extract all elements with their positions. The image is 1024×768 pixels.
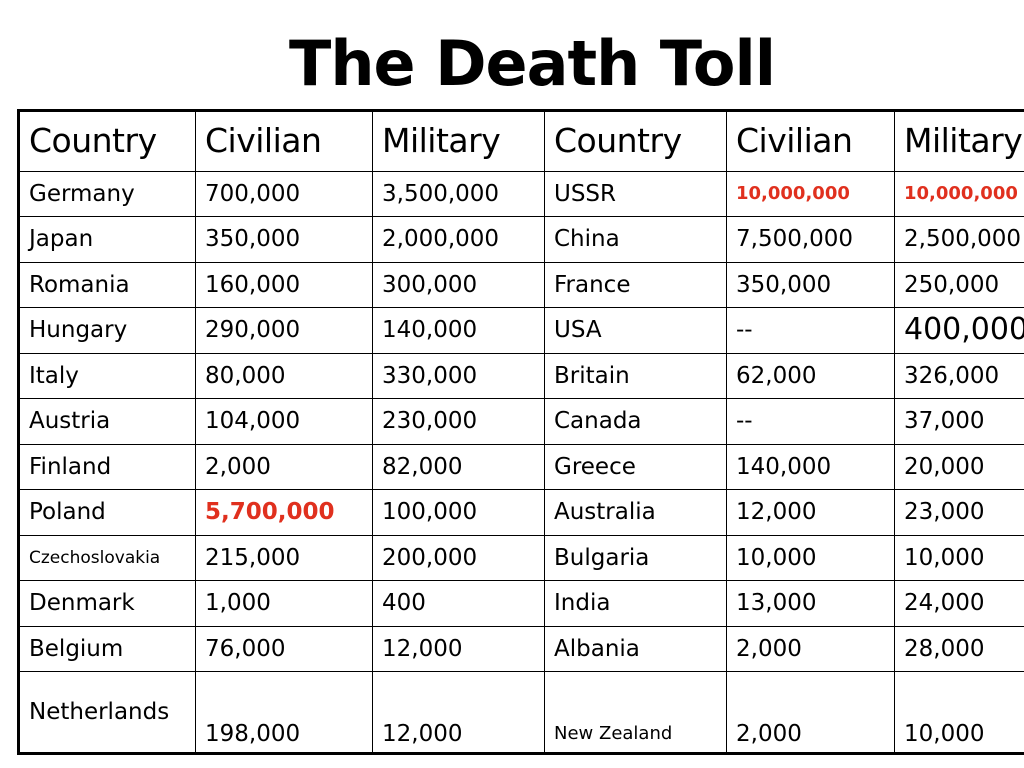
table-cell: Hungary [18, 307, 196, 354]
table-cell: USSR [544, 170, 727, 218]
table-cell: 230,000 [372, 398, 545, 445]
table-cell: 290,000 [195, 307, 373, 354]
table-cell: 23,000 [894, 489, 1024, 536]
table-row: Hungary 290,000 140,000 USA -- 400,000 [18, 307, 1024, 354]
table-cell: 2,000 [726, 625, 895, 672]
table-cell: 37,000 [894, 398, 1024, 445]
table-row: Denmark 1,000 400 India 13,000 24,000 [18, 580, 1024, 627]
table-cell: Belgium [18, 625, 196, 672]
table-cell: 700,000 [195, 170, 373, 218]
table-cell: Austria [18, 398, 196, 445]
page-title: The Death Toll [289, 27, 776, 100]
table-cell: Britain [544, 352, 727, 400]
header-cell-military-left: Military [372, 110, 545, 172]
death-toll-table: Country Civilian Military Country Civili… [17, 109, 1024, 755]
table-cell: New Zealand [544, 670, 727, 755]
header-cell-civilian-right: Civilian [726, 110, 895, 172]
table-row: Belgium 76,000 12,000 Albania 2,000 28,0… [18, 625, 1024, 672]
table-cell: 80,000 [195, 352, 373, 400]
table-cell: 12,000 [372, 625, 545, 672]
table-cell: Netherlands [18, 670, 196, 755]
table-cell: 104,000 [195, 398, 373, 445]
table-cell: Canada [544, 398, 727, 445]
table-cell: Italy [18, 352, 196, 400]
table-cell: 350,000 [195, 216, 373, 263]
table-cell: Romania [18, 261, 196, 309]
header-cell-country-left: Country [18, 110, 196, 172]
table-cell: 160,000 [195, 261, 373, 309]
table-row: Czechoslovakia 215,000 200,000 Bulgaria … [18, 534, 1024, 582]
table-cell: 24,000 [894, 580, 1024, 627]
table-cell: 12,000 [726, 489, 895, 536]
table-cell: 140,000 [372, 307, 545, 354]
table-cell: India [544, 580, 727, 627]
table-cell: 13,000 [726, 580, 895, 627]
table-cell: 330,000 [372, 352, 545, 400]
table-cell: 400 [372, 580, 545, 627]
table-cell: 300,000 [372, 261, 545, 309]
table-row: Italy 80,000 330,000 Britain 62,000 326,… [18, 352, 1024, 400]
table-cell: 2,500,000 [894, 216, 1024, 263]
table-cell: 200,000 [372, 534, 545, 582]
table-cell: 100,000 [372, 489, 545, 536]
table-header-row: Country Civilian Military Country Civili… [18, 110, 1024, 172]
table-row: Germany 700,000 3,500,000 USSR 10,000,00… [18, 170, 1024, 218]
table-cell: France [544, 261, 727, 309]
table-cell: 62,000 [726, 352, 895, 400]
table-cell: 3,500,000 [372, 170, 545, 218]
table-cell: Denmark [18, 580, 196, 627]
table-cell: 10,000 [894, 534, 1024, 582]
table-cell: Albania [544, 625, 727, 672]
table-cell: Japan [18, 216, 196, 263]
table-cell: 198,000 [195, 670, 373, 755]
table-cell: 1,000 [195, 580, 373, 627]
table-cell: 76,000 [195, 625, 373, 672]
table-row: Finland 2,000 82,000 Greece 140,000 20,0… [18, 443, 1024, 491]
table-row: Japan 350,000 2,000,000 China 7,500,000 … [18, 216, 1024, 263]
table-cell: 12,000 [372, 670, 545, 755]
table-cell: Finland [18, 443, 196, 491]
highlighted-cell: 10,000,000 [894, 170, 1024, 218]
table-cell: 2,000 [195, 443, 373, 491]
table-cell: Australia [544, 489, 727, 536]
table-cell: 250,000 [894, 261, 1024, 309]
header-cell-military-right: Military [894, 110, 1024, 172]
table-cell: 2,000 [726, 670, 895, 755]
table-cell: 7,500,000 [726, 216, 895, 263]
table-row: Austria 104,000 230,000 Canada -- 37,000 [18, 398, 1024, 445]
table-cell: Poland [18, 489, 196, 536]
table-cell: Greece [544, 443, 727, 491]
table-cell: 10,000 [726, 534, 895, 582]
table-cell: 2,000,000 [372, 216, 545, 263]
table-cell: 326,000 [894, 352, 1024, 400]
table-cell: 140,000 [726, 443, 895, 491]
table-cell: 215,000 [195, 534, 373, 582]
table-cell: 20,000 [894, 443, 1024, 491]
highlighted-cell: 5,700,000 [195, 489, 373, 536]
table-cell: 400,000 [894, 307, 1024, 354]
table-cell: China [544, 216, 727, 263]
table-cell: Czechoslovakia [18, 534, 196, 582]
header-cell-country-right: Country [544, 110, 727, 172]
table-cell: Germany [18, 170, 196, 218]
table-row: Poland 5,700,000 100,000 Australia 12,00… [18, 489, 1024, 536]
highlighted-cell: 10,000,000 [726, 170, 895, 218]
table-row: Romania 160,000 300,000 France 350,000 2… [18, 261, 1024, 309]
table-row: Netherlands 198,000 12,000 New Zealand 2… [18, 670, 1024, 755]
table-cell: 10,000 [894, 670, 1024, 755]
table-cell: 82,000 [372, 443, 545, 491]
table-cell: -- [726, 307, 895, 354]
table-cell: Bulgaria [544, 534, 727, 582]
header-cell-civilian-left: Civilian [195, 110, 373, 172]
table-cell: 28,000 [894, 625, 1024, 672]
table-cell: -- [726, 398, 895, 445]
table-cell: 350,000 [726, 261, 895, 309]
table-cell: USA [544, 307, 727, 354]
